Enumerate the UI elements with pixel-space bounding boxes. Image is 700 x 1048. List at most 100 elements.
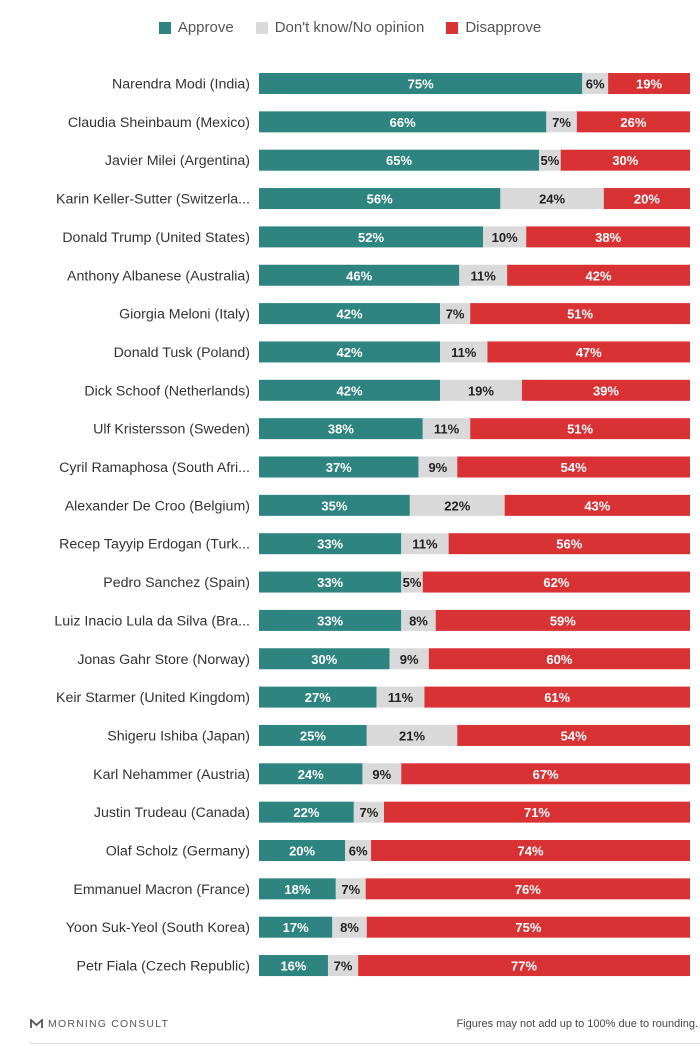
bar-segment-approve — [259, 571, 402, 593]
bar-segment-disapprove — [560, 149, 690, 171]
bar-segment-approve — [259, 494, 410, 516]
legend-swatch-dont-know — [255, 21, 268, 34]
bar-row: Giorgia Meloni (Italy) 42% 7% 51% — [119, 303, 690, 325]
data-label-approve: 18% — [284, 882, 310, 897]
bar-segment-approve — [259, 916, 333, 938]
data-label-disapprove: 60% — [546, 652, 572, 667]
bar-segment-approve — [259, 264, 460, 286]
category-label: Javier Milei (Argentina) — [105, 153, 250, 169]
legend-swatch-approve — [158, 21, 171, 34]
data-label-disapprove: 30% — [612, 153, 638, 168]
data-label-disapprove: 71% — [524, 805, 550, 820]
data-label-dont-know: 22% — [444, 498, 470, 513]
category-label: Yoon Suk-Yeol (South Korea) — [66, 920, 250, 936]
bar-segment-approve — [259, 533, 402, 555]
bar-segment-disapprove — [507, 264, 690, 286]
data-label-approve: 33% — [317, 575, 343, 590]
bar-segment-approve — [259, 303, 441, 325]
bar-segment-disapprove — [470, 418, 690, 440]
bar-segment-approve — [259, 801, 354, 823]
bar-segment-disapprove — [401, 763, 690, 785]
data-label-dont-know: 19% — [468, 383, 494, 398]
bar-segment-disapprove — [435, 609, 690, 631]
bar-row: Pedro Sanchez (Spain) 33% 5% 62% — [103, 571, 690, 593]
data-label-dont-know: 7% — [360, 805, 379, 820]
data-label-disapprove: 51% — [567, 307, 593, 322]
bar-segment-dont-know — [353, 801, 384, 823]
bar-segment-disapprove — [428, 648, 690, 670]
legend-item-approve: Approve — [158, 19, 234, 36]
bar-row: Karl Nehammer (Austria) 24% 9% 67% — [93, 763, 690, 785]
bar-segment-dont-know — [500, 188, 604, 210]
legend-swatch-disapprove — [446, 21, 459, 34]
category-label: Karin Keller-Sutter (Switzerla... — [56, 192, 250, 208]
bar-row: Anthony Albanese (Australia) 46% 11% 42% — [67, 264, 690, 286]
bar-segment-disapprove — [576, 111, 690, 133]
data-label-dont-know: 7% — [552, 115, 571, 130]
data-label-dont-know: 7% — [334, 959, 353, 974]
data-label-approve: 56% — [367, 192, 393, 207]
bar-segment-approve — [259, 149, 540, 171]
data-label-disapprove: 39% — [593, 383, 619, 398]
bar-row: Claudia Sheinbaum (Mexico) 66% 7% 26% — [68, 111, 690, 133]
stacked-bar-chart: Narendra Modi (India) 75% 6% 19% Claudia She… — [54, 73, 690, 977]
category-label: Emmanuel Macron (France) — [73, 882, 250, 898]
bar-segment-dont-know — [409, 494, 505, 516]
category-label: Ulf Kristersson (Sweden) — [93, 422, 250, 438]
brand-name: MORNING CONSULT — [48, 1018, 170, 1030]
bar-row: Recep Tayyip Erdogan (Turk... 33% 11% 56% — [59, 533, 690, 555]
data-label-approve: 35% — [321, 498, 347, 513]
data-label-dont-know: 8% — [340, 920, 359, 935]
data-label-disapprove: 76% — [515, 882, 541, 897]
category-label: Shigeru Ishiba (Japan) — [107, 728, 250, 744]
bar-segment-dont-know — [362, 763, 402, 785]
data-label-approve: 20% — [289, 844, 315, 859]
data-label-dont-know: 24% — [539, 192, 565, 207]
bar-segment-disapprove — [371, 840, 690, 861]
bar-segment-approve — [259, 341, 441, 363]
data-label-approve: 16% — [280, 959, 306, 974]
bar-segment-approve — [259, 955, 328, 977]
data-label-disapprove: 54% — [561, 460, 587, 475]
data-label-approve: 22% — [293, 805, 319, 820]
legend: Approve Don't know/No opinion Disapprove — [0, 19, 700, 36]
bar-segment-disapprove — [526, 226, 690, 248]
data-label-approve: 33% — [317, 613, 343, 628]
bar-segment-approve — [259, 73, 583, 94]
data-label-approve: 25% — [300, 728, 326, 743]
bar-segment-dont-know — [366, 724, 458, 746]
category-label: Giorgia Meloni (Italy) — [119, 307, 250, 323]
bar-segment-approve — [259, 379, 441, 401]
bar-row: Emmanuel Macron (France) 18% 7% 76% — [73, 878, 690, 900]
category-label: Dick Schoof (Netherlands) — [84, 383, 250, 399]
data-label-approve: 33% — [317, 537, 343, 552]
legend-item-dont-know: Don't know/No opinion — [255, 19, 424, 36]
data-label-disapprove: 56% — [556, 537, 582, 552]
bar-row: Yoon Suk-Yeol (South Korea) 17% 8% 75% — [66, 916, 690, 938]
data-label-disapprove: 38% — [595, 230, 621, 245]
category-label: Donald Tusk (Poland) — [114, 345, 250, 361]
data-label-disapprove: 74% — [518, 844, 544, 859]
data-label-disapprove: 20% — [634, 192, 660, 207]
bar-segment-approve — [259, 878, 336, 900]
bar-segment-dont-know — [327, 955, 359, 977]
bar-row: Cyril Ramaphosa (South Afri... 37% 9% 54% — [59, 456, 690, 478]
data-label-approve: 42% — [336, 307, 362, 322]
bar-segment-dont-know — [422, 418, 471, 440]
bar-row: Narendra Modi (India) 75% 6% 19% — [112, 73, 690, 94]
bar-segment-dont-know — [401, 609, 436, 631]
bar-segment-approve — [259, 226, 484, 248]
bar-row: Javier Milei (Argentina) 65% 5% 30% — [105, 149, 690, 171]
data-label-disapprove: 75% — [515, 920, 541, 935]
category-label: Narendra Modi (India) — [112, 77, 250, 93]
bar-segment-disapprove — [457, 724, 690, 746]
bar-segment-disapprove — [448, 533, 690, 555]
data-label-disapprove: 47% — [576, 345, 602, 360]
bar-segment-dont-know — [546, 111, 577, 133]
bar-segment-dont-know — [335, 878, 366, 900]
bar-segment-dont-know — [459, 264, 508, 286]
bar-row: Shigeru Ishiba (Japan) 25% 21% 54% — [107, 724, 690, 746]
data-label-approve: 38% — [328, 422, 354, 437]
data-label-approve: 42% — [336, 383, 362, 398]
bar-segment-approve — [259, 648, 390, 670]
